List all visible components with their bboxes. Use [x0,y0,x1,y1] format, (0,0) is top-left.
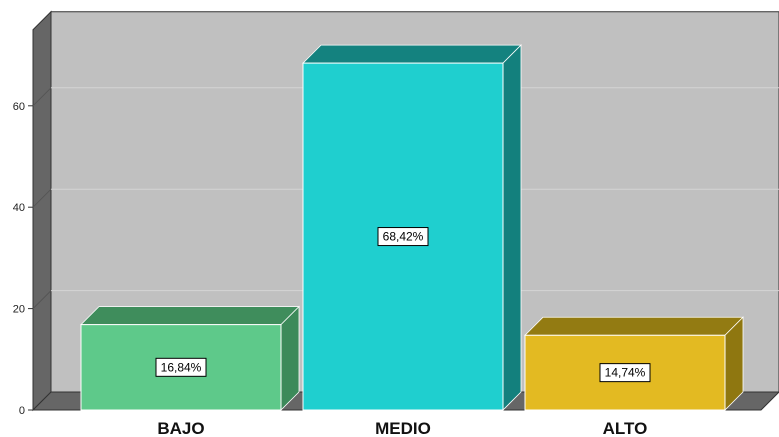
gridline-side [32,87,52,107]
data-label-box [599,363,651,383]
bar-top-face [80,306,300,326]
x-tick-label: MEDIO [375,419,431,437]
gridline-side [32,188,52,208]
x-tick-label: ALTO [603,419,648,437]
x-tick-label: BAJO [157,419,204,437]
data-label: 14,74% [605,366,646,380]
y-tick-label: 20 [13,304,25,316]
bar-side-face [502,44,522,411]
bar-bajo: 16,84% [80,305,300,411]
data-label-box [155,357,207,377]
bar-alto: 14,74% [524,316,744,411]
bars: 16,84% 68,42% 14,74% [80,44,744,411]
bar-side-face [280,305,300,411]
bar-top-face [302,44,522,64]
side-wall [32,10,52,412]
data-label: 16,84% [161,360,202,374]
gridline-side [32,290,52,309]
data-label-box [377,227,429,247]
bar-top-face [524,316,744,336]
x-axis: BAJO MEDIO ALTO [157,419,647,437]
y-tick-label: 40 [13,202,25,214]
y-axis: 0 20 40 60 [13,101,33,417]
data-label: 68,42% [383,230,424,244]
bar-medio: 68,42% [302,44,522,411]
y-tick-label: 60 [13,101,25,113]
y-tick-label: 0 [19,405,25,417]
